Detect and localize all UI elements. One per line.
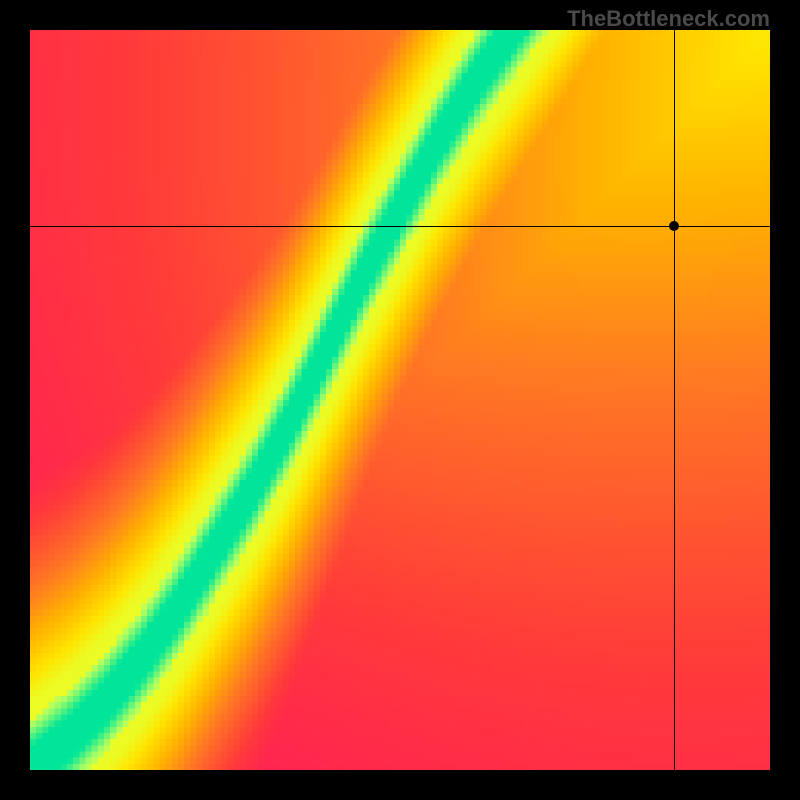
crosshair-horizontal [30,226,770,227]
plot-area [30,30,770,770]
crosshair-marker [669,221,679,231]
chart-frame: TheBottleneck.com [0,0,800,800]
heatmap-canvas [30,30,770,770]
crosshair-vertical [674,30,675,770]
watermark-text: TheBottleneck.com [567,6,770,32]
